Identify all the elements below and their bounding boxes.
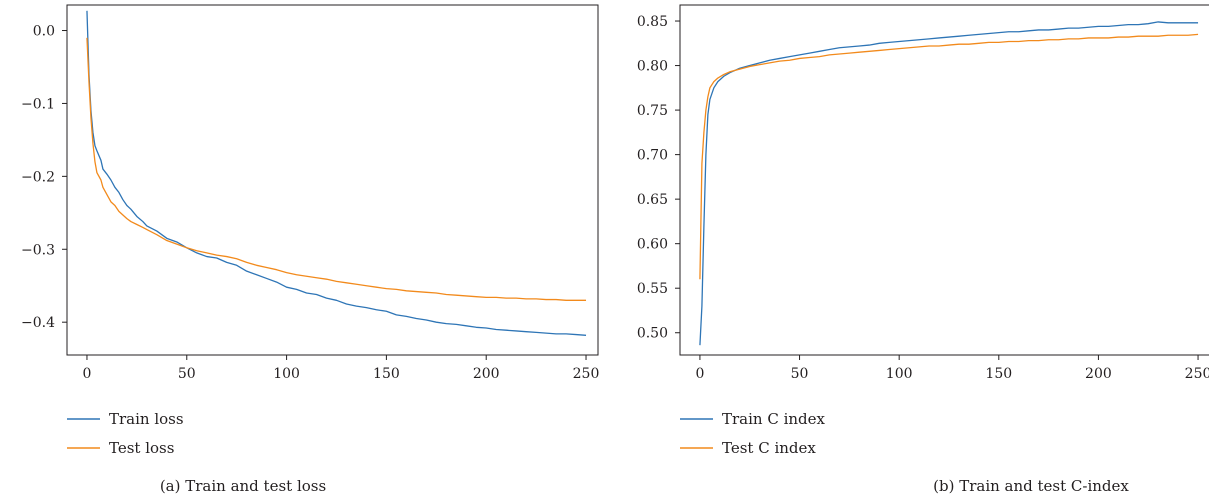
x-tick-label: 250 bbox=[573, 366, 600, 382]
y-tick-label: 0.55 bbox=[637, 281, 668, 297]
y-tick-label: −0.4 bbox=[21, 315, 55, 331]
legend-label: Train loss bbox=[109, 410, 184, 428]
y-tick-label: −0.3 bbox=[21, 242, 55, 258]
legend-label: Test loss bbox=[109, 439, 174, 457]
x-tick-label: 100 bbox=[886, 366, 913, 382]
series-line-test-loss bbox=[86, 37, 587, 301]
x-tick-label: 0 bbox=[695, 366, 704, 382]
x-tick-label: 200 bbox=[473, 366, 500, 382]
chart-c-index: 0 50 100 150 200 250 0.50 0.55 0.60 0.65 0.70 0.75 0… bbox=[637, 4, 1209, 495]
x-tick-label: 200 bbox=[1085, 366, 1112, 382]
series-line-test-c-index bbox=[699, 33, 1199, 280]
x-tick-label: 100 bbox=[273, 366, 300, 382]
plot-frame bbox=[66, 4, 599, 356]
y-tick-label: 0.0 bbox=[33, 24, 55, 40]
figure-caption: (b) Train and test C-index bbox=[933, 477, 1129, 495]
y-tick-label: −0.2 bbox=[21, 169, 55, 185]
x-tick-label: 150 bbox=[373, 366, 400, 382]
x-tick-label: 250 bbox=[1185, 366, 1209, 382]
legend-label: Test C index bbox=[722, 439, 816, 457]
y-tick-label: 0.75 bbox=[637, 103, 668, 119]
series-line-train-c-index bbox=[699, 21, 1199, 346]
plot-frame bbox=[679, 4, 1209, 356]
y-tick-label: 0.85 bbox=[637, 14, 668, 30]
y-tick-label: −0.1 bbox=[21, 96, 55, 112]
y-tick-label: 0.80 bbox=[637, 59, 668, 75]
figure-caption: (a) Train and test loss bbox=[160, 477, 326, 495]
x-tick-label: 50 bbox=[178, 366, 196, 382]
y-tick-label: 0.60 bbox=[637, 237, 668, 253]
x-tick-label: 150 bbox=[985, 366, 1012, 382]
y-tick-label: 0.50 bbox=[637, 326, 668, 342]
y-tick-label: 0.70 bbox=[637, 148, 668, 164]
legend-label: Train C index bbox=[722, 410, 826, 428]
y-tick-label: 0.65 bbox=[637, 192, 668, 208]
x-tick-label: 0 bbox=[83, 366, 92, 382]
series-line-train-loss bbox=[86, 10, 587, 336]
chart-loss: 0 50 100 150 200 250 0.0 −0.1 −0.2 −0.3 −0.4 Train … bbox=[21, 4, 600, 495]
x-tick-label: 50 bbox=[791, 366, 809, 382]
